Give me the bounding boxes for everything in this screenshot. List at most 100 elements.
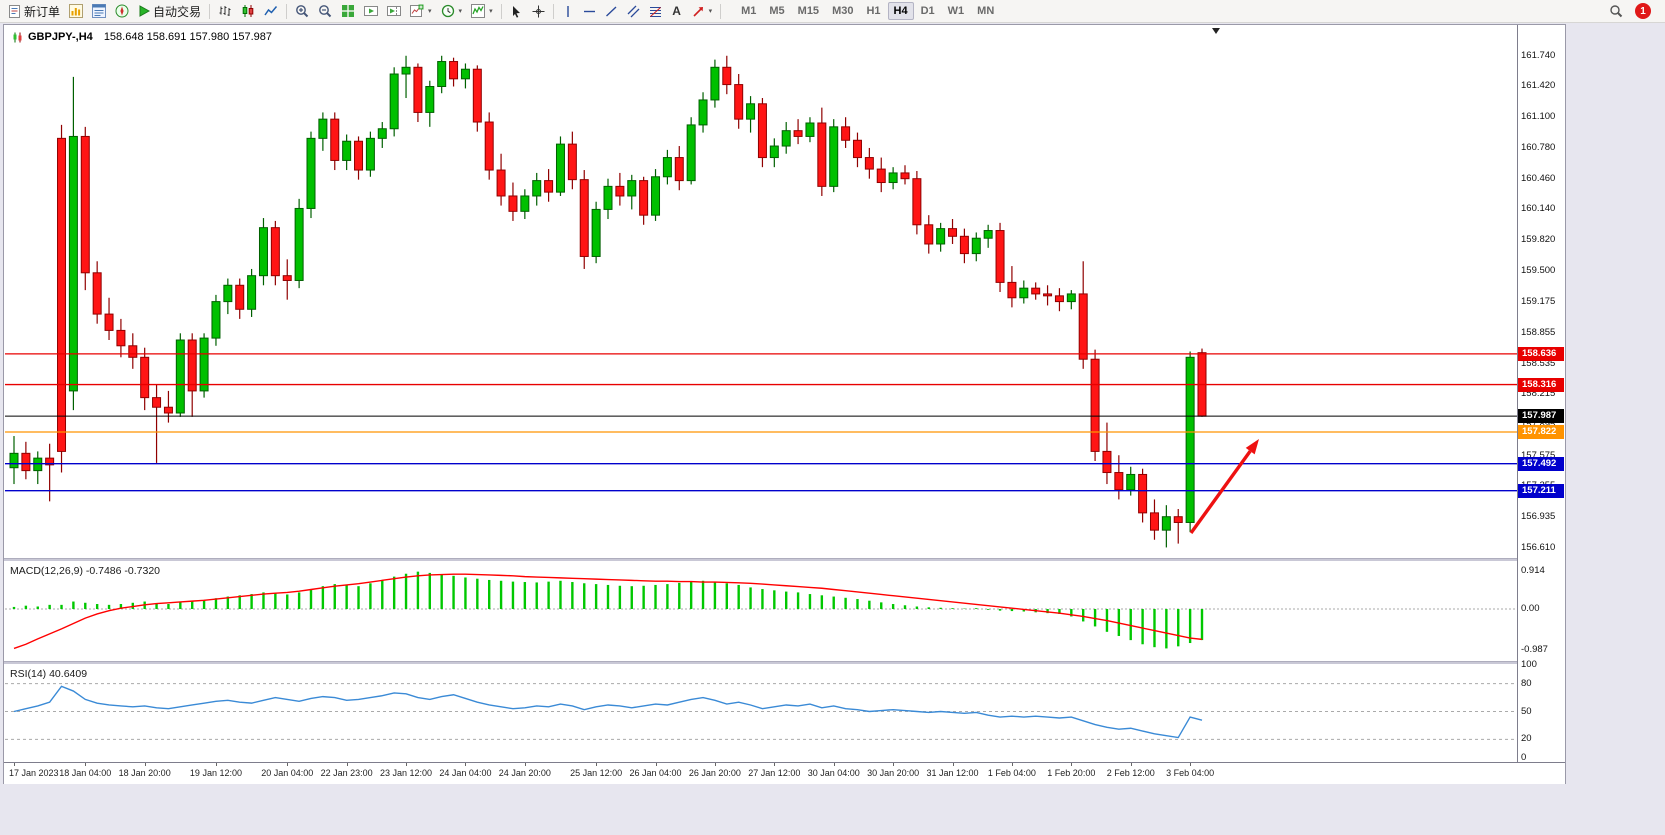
dropdown-caret-icon: ▾ [428, 8, 432, 15]
candle-up [425, 85, 435, 113]
candle-up [1161, 516, 1171, 531]
timeframe-button-m1[interactable]: M1 [735, 2, 762, 20]
price-axis[interactable]: 161.740 161.420 161.100 160.780 160.460 160.1… [1517, 25, 1565, 763]
auto-scroll-button[interactable] [360, 1, 382, 21]
candlestick-chart-button[interactable] [237, 1, 259, 21]
time-axis-label: 17 Jan 2023 [9, 768, 59, 778]
vertical-line-button[interactable] [558, 1, 578, 21]
timeframe-button-h1[interactable]: H1 [860, 2, 886, 20]
time-axis-tick [1130, 763, 1132, 766]
time-axis-tick [287, 763, 289, 766]
data-window-button[interactable] [88, 1, 110, 21]
price-axis-label: 161.420 [1521, 80, 1556, 92]
arrow-annotation[interactable] [1189, 450, 1252, 534]
candle-up [983, 230, 993, 239]
candle-up [603, 185, 613, 210]
rsi-pane[interactable] [5, 664, 1518, 761]
toolbar-separator [720, 3, 722, 19]
price-badge: 157.492 [1518, 456, 1564, 471]
chart-window: GBPJPY-,H4 158.648 158.691 157.980 157.9… [3, 24, 1566, 784]
timeframe-button-h4[interactable]: H4 [887, 2, 914, 20]
macd-axis-label: 0.914 [1521, 565, 1545, 577]
candle-up [781, 130, 791, 147]
line-chart-icon [264, 6, 278, 16]
arrow-annotation-head[interactable] [1245, 439, 1259, 455]
timeframe-button-mn[interactable]: MN [971, 2, 1000, 20]
price-chart[interactable] [5, 26, 1518, 558]
candle-up [318, 118, 328, 139]
candle-down [1102, 450, 1112, 474]
navigator-button[interactable] [111, 1, 133, 21]
bar-chart-button[interactable] [214, 1, 236, 21]
candle-down [817, 122, 827, 187]
candle-down [472, 68, 482, 123]
market-watch-button[interactable] [65, 1, 87, 21]
time-axis-tick [655, 763, 657, 766]
candle-down [567, 143, 577, 181]
candle-down [140, 356, 150, 399]
horizontal-line-button[interactable] [579, 1, 600, 21]
new-order-button[interactable]: 新订单 [4, 1, 64, 21]
candle-up [342, 140, 352, 161]
crosshair-button[interactable] [528, 1, 549, 21]
new-chart-button[interactable]: ▾ [406, 1, 436, 21]
timeframe-button-m15[interactable]: M15 [792, 2, 825, 20]
search-button[interactable] [1605, 1, 1627, 21]
pane-resize-separator[interactable] [4, 558, 1565, 561]
time-axis[interactable]: 17 Jan 2023 18 Jan 04:00 18 Jan 20:00 19 Ja… [4, 762, 1565, 784]
notification-badge[interactable]: 1 [1635, 3, 1651, 19]
candle-down [21, 452, 31, 472]
zoom-out-icon [319, 5, 332, 18]
candle-down [579, 179, 589, 257]
periods-button[interactable]: ▾ [437, 1, 467, 21]
price-axis-label: 159.820 [1521, 234, 1556, 246]
candle-down [104, 313, 114, 331]
candle-up [971, 237, 981, 255]
autotrading-button[interactable]: 自动交易 [134, 1, 205, 21]
cursor-button[interactable] [506, 1, 527, 21]
chart-shift-button[interactable] [383, 1, 405, 21]
candle-down [734, 84, 744, 120]
toolbar-separator [552, 3, 554, 19]
timeframe-button-m30[interactable]: M30 [826, 2, 859, 20]
new-order-label: 新订单 [24, 4, 61, 19]
candle-down [128, 345, 138, 358]
candle-down [1043, 293, 1053, 297]
trendline-button[interactable] [601, 1, 622, 21]
indicators-button[interactable]: ▾ [467, 1, 497, 21]
candle-up [389, 73, 399, 130]
candle-down [45, 457, 55, 466]
channel-button[interactable] [623, 1, 644, 21]
timeframe-button-w1[interactable]: W1 [942, 2, 971, 20]
timeframe-button-m5[interactable]: M5 [763, 2, 790, 20]
text-button[interactable]: A [667, 1, 687, 21]
candle-up [698, 99, 708, 126]
candle-up [365, 137, 375, 171]
tile-windows-button[interactable] [337, 1, 359, 21]
macd-pane[interactable] [5, 561, 1518, 661]
trendline-icon [605, 5, 617, 17]
market-watch-icon [69, 4, 84, 18]
price-badge: 157.822 [1518, 425, 1564, 439]
line-chart-button[interactable] [260, 1, 282, 21]
candle-up [437, 61, 447, 87]
price-axis-label: 158.215 [1521, 388, 1556, 400]
arrows-button[interactable]: ▾ [688, 1, 717, 21]
pane-resize-separator[interactable] [4, 661, 1565, 664]
zoom-in-button[interactable] [291, 1, 313, 21]
candle-down [1031, 287, 1041, 295]
chart-shift-icon [387, 6, 402, 16]
time-axis-tick [406, 763, 408, 766]
time-axis-label: 24 Jan 04:00 [439, 768, 492, 778]
time-axis-label: 30 Jan 04:00 [807, 768, 860, 778]
macd-axis-label: -0.987 [1521, 643, 1548, 655]
candle-down [80, 135, 90, 274]
candle-down [235, 284, 245, 310]
chart-title-icon [13, 32, 22, 42]
time-axis-label: 22 Jan 23:00 [320, 768, 373, 778]
fibonacci-button[interactable] [645, 1, 666, 21]
timeframe-button-d1[interactable]: D1 [915, 2, 941, 20]
time-axis-label: 25 Jan 12:00 [570, 768, 623, 778]
zoom-out-button[interactable] [314, 1, 336, 21]
auto-scroll-icon [364, 6, 379, 16]
